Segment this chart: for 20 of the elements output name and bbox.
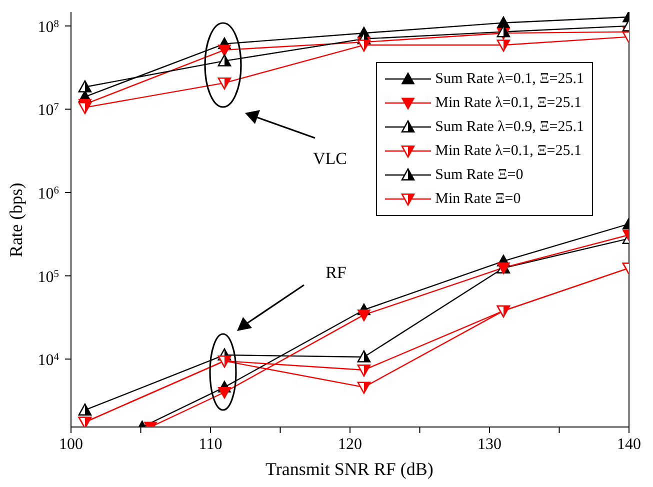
x-tick-label: 130 [478,436,502,453]
y-tick-label: 10$^{7}$ [38,102,59,120]
y-tick-label: 10$^{8}$ [38,18,59,36]
y-axis-title: Rate (bps) [6,182,26,258]
annotation: RF [326,263,346,282]
annotation: VLC [313,149,347,168]
legend-label: Sum Rate Ξ=0 [435,166,524,184]
x-tick-label: 110 [198,436,222,453]
y-tick-label: 10$^{5}$ [38,268,59,286]
legend-label: Sum Rate λ=0.1, Ξ=25.1 [435,70,584,88]
legend-label: Min Rate λ=0.1, Ξ=25.1 [435,94,582,112]
y-tick-label: 10$^{4}$ [38,352,60,370]
legend-label: Min Rate Ξ=0 [435,190,521,208]
legend-label: Sum Rate λ=0.9, Ξ=25.1 [435,118,584,136]
y-tick-label: 10$^{6}$ [38,185,59,203]
x-tick-label: 140 [617,436,641,453]
x-tick-label: 100 [59,436,83,453]
legend-label: Min Rate λ=0.1, Ξ=25.1 [435,142,582,160]
x-tick-label: 120 [338,436,362,453]
x-axis-title: Transmit SNR RF (dB) [266,459,434,479]
